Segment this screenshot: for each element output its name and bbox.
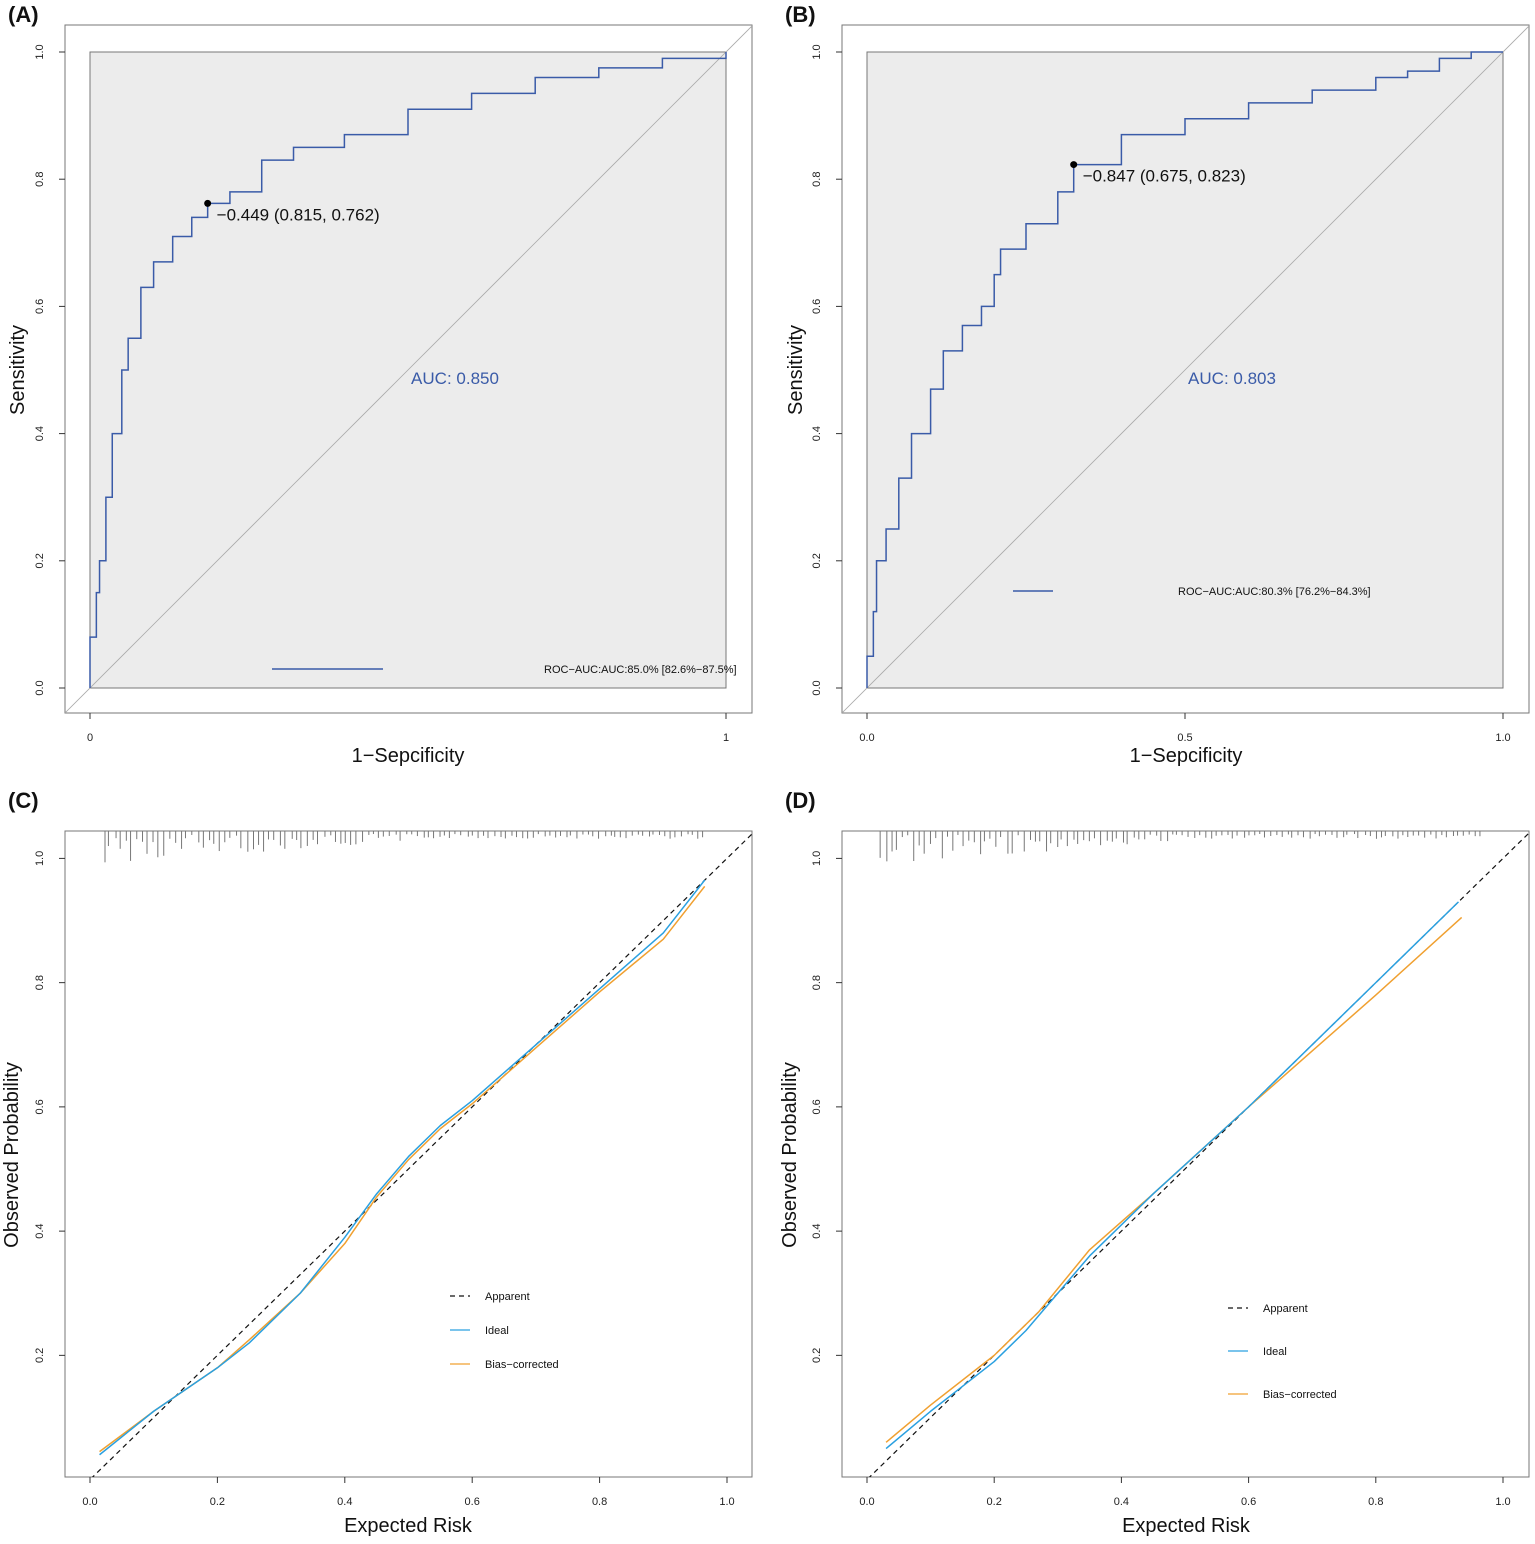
- x-tick-label: 0.6: [1241, 1496, 1256, 1508]
- x-axis-label: Expected Risk: [1122, 1515, 1251, 1537]
- plot-frame: [64, 24, 753, 714]
- reference-diagonal: [842, 25, 1529, 713]
- y-tick-label: 0.0: [34, 680, 46, 695]
- panel-label: (A): [8, 2, 39, 27]
- panel-label: (D): [785, 788, 816, 813]
- y-tick-label: 0.4: [811, 426, 823, 441]
- legend-text: ROC−AUC:AUC:80.3% [76.2%−84.3%]: [1178, 586, 1371, 598]
- roc-curve: [866, 51, 1503, 688]
- panel-d: (D) 0.0 0.2 0.4 0.6 0.8 1.0 0.2 0.4 0.6 0.8 1.0 Expe…: [779, 788, 1530, 1537]
- y-tick-label: 0.4: [34, 1223, 46, 1238]
- x-tick-label: 0.6: [465, 1496, 480, 1508]
- y-tick-label: 0.6: [34, 1099, 46, 1114]
- threshold-point: [1070, 161, 1078, 169]
- legend-text: ROC−AUC:AUC:85.0% [82.6%−87.5%]: [544, 664, 737, 676]
- x-axis-label: 1−Sepcificity: [352, 745, 465, 767]
- legend-text: Bias−corrected: [1263, 1389, 1337, 1401]
- x-tick-label: 0.8: [592, 1496, 607, 1508]
- plot-frame: [841, 830, 1530, 1478]
- y-tick-label: 0.8: [34, 172, 46, 187]
- apparent-line: [91, 833, 752, 1477]
- threshold-label: −0.847 (0.675, 0.823): [1083, 167, 1246, 186]
- x-tick-label: 0.2: [210, 1496, 225, 1508]
- y-tick-label: 1.0: [34, 851, 46, 866]
- reference-diagonal: [65, 25, 752, 713]
- panel-c: (C) 0.0 0.2 0.4 0.6 0.8 1.0 0.2 0.4 0.6 0.8 1.0 Expe…: [1, 788, 753, 1537]
- ideal-curve: [885, 901, 1460, 1450]
- auc-label: AUC: 0.803: [1188, 369, 1276, 388]
- x-tick-label: 1.0: [1495, 1496, 1510, 1508]
- y-tick-label: 0.4: [811, 1223, 823, 1238]
- threshold-label: −0.449 (0.815, 0.762): [217, 205, 380, 224]
- y-tick-label: 0.2: [811, 1348, 823, 1363]
- y-tick-label: 0.0: [811, 680, 823, 695]
- y-tick-label: 0.8: [811, 172, 823, 187]
- x-tick-label: 0.5: [1177, 732, 1192, 744]
- panel-label: (C): [8, 788, 39, 813]
- x-axis-label: Expected Risk: [344, 1515, 473, 1537]
- x-tick-label: 1.0: [719, 1496, 734, 1508]
- legend-text: Bias−corrected: [485, 1359, 559, 1371]
- threshold-point: [204, 199, 212, 207]
- x-tick-label: 0.0: [82, 1496, 97, 1508]
- x-tick-label: 1.0: [1495, 732, 1510, 744]
- y-axis-label: Observed Probability: [779, 1062, 801, 1248]
- x-axis-label: 1−Sepcificity: [1130, 745, 1243, 767]
- y-tick-label: 0.6: [811, 1099, 823, 1114]
- y-tick-label: 1.0: [34, 44, 46, 59]
- bias-corrected-curve: [885, 916, 1463, 1443]
- legend-text: Ideal: [485, 1325, 509, 1337]
- legend-text: Ideal: [1263, 1346, 1287, 1358]
- y-tick-label: 1.0: [811, 44, 823, 59]
- y-tick-label: 0.8: [811, 975, 823, 990]
- y-tick-label: 0.8: [34, 975, 46, 990]
- x-tick-label: 0: [87, 732, 93, 744]
- x-tick-label: 1: [723, 732, 729, 744]
- y-tick-label: 0.2: [811, 553, 823, 568]
- x-tick-label: 0.8: [1368, 1496, 1383, 1508]
- y-axis-label: Observed Probability: [1, 1062, 23, 1248]
- x-tick-label: 0.0: [859, 732, 874, 744]
- y-axis-label: Sensitivity: [785, 325, 807, 415]
- panel-b: (B) 0.0 0.5 1.0 0.0 0.2 0.4 0.6 0.8 1.0 1−Sepcific…: [785, 2, 1530, 767]
- legend-text: Apparent: [1263, 1303, 1308, 1315]
- auc-label: AUC: 0.850: [411, 369, 499, 388]
- plot-frame: [64, 830, 753, 1478]
- panel-label: (B): [785, 2, 816, 27]
- apparent-line: [868, 832, 1529, 1477]
- bias-corrected-curve: [99, 885, 706, 1453]
- y-tick-label: 0.6: [34, 299, 46, 314]
- y-axis-label: Sensitivity: [7, 325, 29, 415]
- x-tick-label: 0.4: [1114, 1496, 1129, 1508]
- y-tick-label: 0.2: [34, 553, 46, 568]
- y-tick-label: 0.4: [34, 426, 46, 441]
- ideal-curve: [99, 879, 706, 1456]
- y-tick-label: 0.6: [811, 299, 823, 314]
- x-tick-label: 0.0: [859, 1496, 874, 1508]
- x-tick-label: 0.4: [337, 1496, 352, 1508]
- roc-curve: [89, 52, 727, 688]
- x-tick-label: 0.2: [987, 1496, 1002, 1508]
- panel-a: (A) 0 1 0.0 0.2 0.4 0.6 0.8 1.0 1−Sepcificity Sens…: [7, 2, 753, 767]
- y-tick-label: 1.0: [811, 851, 823, 866]
- legend-text: Apparent: [485, 1291, 530, 1303]
- y-tick-label: 0.2: [34, 1348, 46, 1363]
